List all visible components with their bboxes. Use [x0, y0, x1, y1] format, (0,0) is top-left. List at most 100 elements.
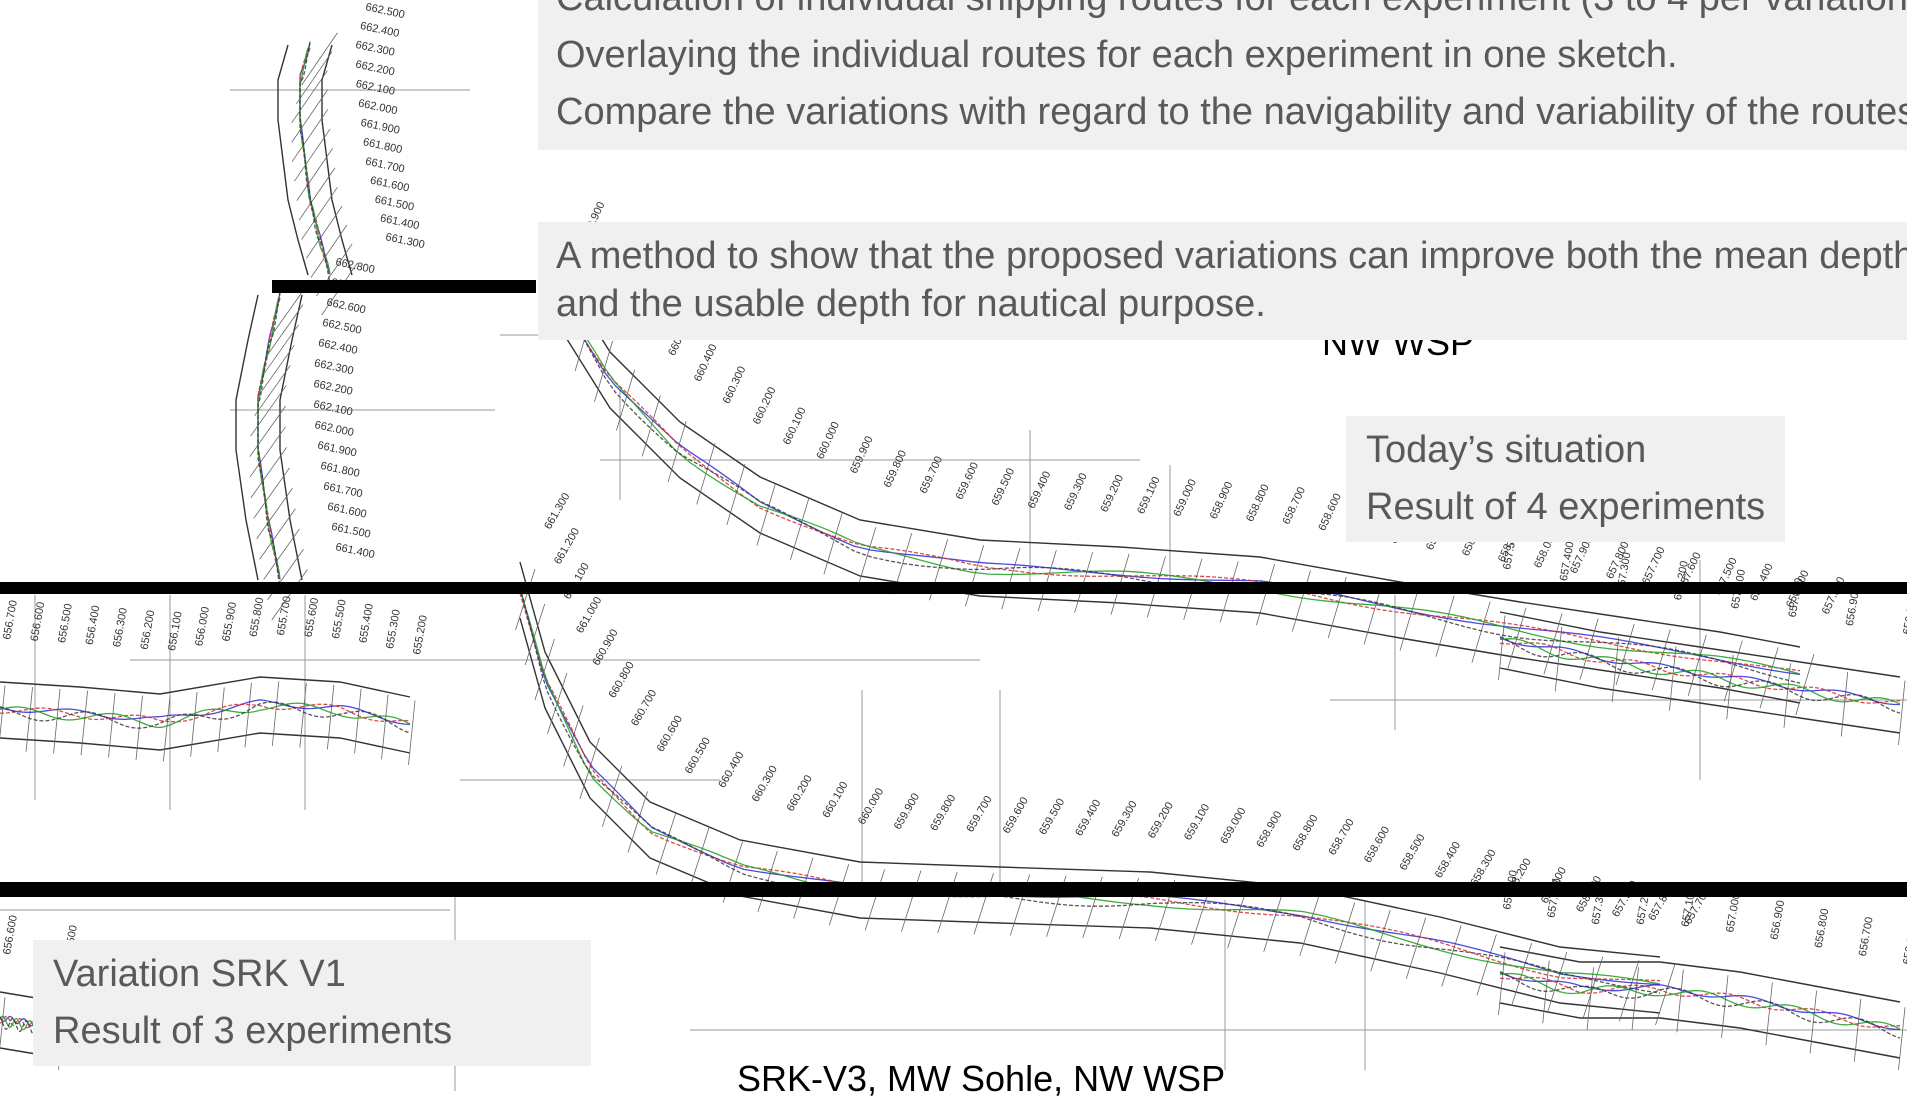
station-tick: [1291, 570, 1311, 632]
station-tick: [1227, 887, 1248, 949]
station-tick: [524, 603, 546, 666]
station-label: 656.400: [84, 604, 103, 645]
station-label: 659.200: [1146, 800, 1176, 840]
route-trace: [519, 593, 1661, 982]
station-tick: [1037, 550, 1057, 612]
station-tick: [296, 148, 333, 201]
station-label: 662.000: [313, 419, 354, 439]
channel-bank: [519, 561, 1661, 958]
station-tick: [250, 385, 287, 437]
station-tick: [1370, 910, 1391, 972]
station-tick: [25, 687, 33, 752]
station-label: 657.000: [1724, 892, 1743, 933]
station-label: 658.400: [1433, 840, 1463, 880]
station-label: 659.200: [1099, 473, 1127, 514]
station-tick: [249, 426, 286, 478]
station-tick: [563, 705, 584, 767]
station-label: 658.800: [1290, 813, 1320, 853]
station-tick: [310, 224, 348, 278]
station-label: 661.600: [326, 501, 367, 521]
station-label: 655.700: [275, 595, 294, 636]
station-tick: [1441, 925, 1462, 987]
intro-line-1: Calculation of individual shipping route…: [556, 0, 1907, 27]
station-tick: [244, 682, 252, 748]
station-tick: [1618, 960, 1640, 1022]
today-situation-box: Today’s situation Result of 4 experiment…: [1346, 416, 1785, 542]
station-tick: [1631, 967, 1639, 1031]
station-label: 661.300: [384, 231, 425, 251]
station-tick: [601, 765, 623, 827]
station-label: 656.500: [56, 603, 75, 644]
station-tick: [1405, 917, 1427, 979]
station-label: 655.200: [411, 614, 430, 655]
station-label: 659.000: [1218, 806, 1248, 846]
station-tick: [1579, 618, 1599, 680]
station-label: 661.400: [334, 541, 375, 561]
station-tick: [641, 395, 661, 457]
station-tick: [1687, 634, 1707, 696]
station-tick: [1898, 680, 1906, 746]
station-label: 656.100: [166, 610, 185, 651]
station-label: 658.700: [1280, 485, 1308, 526]
station-tick: [627, 791, 648, 853]
station-tick: [1435, 595, 1455, 657]
intro-line-3: Compare the variations with regard to th…: [556, 91, 1907, 133]
station-tick: [301, 186, 338, 240]
station-tick: [271, 569, 308, 621]
station-tick: [259, 508, 296, 560]
channel-bank: [0, 732, 411, 754]
station-tick: [901, 870, 922, 932]
station-label: 659.300: [1062, 471, 1090, 512]
station-label: 659.100: [1135, 475, 1163, 516]
station-label: 659.500: [1037, 797, 1067, 837]
variation-result: Result of 3 experiments: [53, 1010, 453, 1052]
station-label: 659.600: [1001, 795, 1031, 835]
channel-bank: [1499, 667, 1901, 734]
station-tick: [1765, 982, 1773, 1046]
station-label: 656.900: [1769, 899, 1788, 940]
station-label: 658.500: [1397, 832, 1427, 872]
station-label: 655.500: [330, 599, 349, 640]
route-trace: [1499, 972, 1901, 1030]
station-label: 660.400: [692, 342, 720, 383]
station-tick: [857, 527, 877, 589]
station-label: 659.400: [1073, 798, 1103, 838]
station-label: 656.800: [1813, 908, 1832, 949]
route-trace: [257, 294, 281, 580]
station-tick: [190, 692, 198, 757]
variation-box: Variation SRK V1 Result of 3 experiments: [33, 940, 591, 1066]
station-tick: [1256, 563, 1275, 626]
station-label: 655.800: [248, 597, 267, 638]
intro-line-2: Overlaying the individual routes for eac…: [556, 34, 1678, 76]
station-label: 659.700: [918, 454, 946, 495]
station-label: 656.800: [1901, 594, 1907, 635]
station-tick: [254, 365, 291, 417]
station-tick: [1511, 943, 1533, 1005]
channel-bank: [559, 271, 1801, 648]
station-label: 662.800: [334, 256, 375, 276]
station-label: 662.400: [359, 20, 400, 40]
station-tick: [262, 324, 299, 376]
station-tick: [1655, 963, 1676, 1026]
route-trace: [1499, 636, 1901, 714]
station-tick: [250, 447, 287, 499]
station-label: 660.000: [856, 786, 886, 826]
station-tick: [1795, 653, 1815, 716]
station-tick: [0, 997, 6, 1050]
station-label: 662.100: [312, 398, 353, 418]
station-tick: [1651, 629, 1671, 691]
station-tick: [579, 737, 600, 799]
route-trace: [1499, 972, 1901, 1031]
station-label: 656.600: [1901, 924, 1907, 965]
station-tick: [108, 693, 116, 758]
station-tick: [0, 685, 6, 740]
station-tick: [294, 128, 331, 182]
station-label: 659.300: [1110, 799, 1140, 839]
station-tick: [1586, 967, 1594, 1031]
route-trace: [1499, 971, 1901, 1039]
station-label: 659.500: [989, 466, 1017, 507]
route-trace: [0, 699, 411, 726]
station-label: 662.500: [364, 1, 405, 21]
station-tick: [534, 638, 555, 701]
station-tick: [1001, 548, 1021, 610]
